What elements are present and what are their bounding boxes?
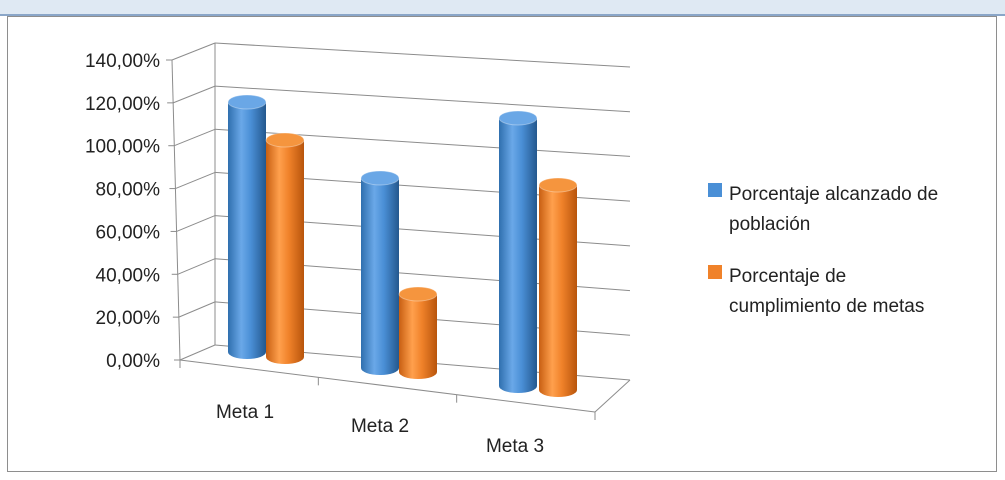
bar-top	[227, 94, 267, 110]
x-tick-label: Meta 1	[216, 402, 274, 423]
bar-metas-1	[265, 132, 305, 364]
y-tick-label: 40,00%	[96, 265, 161, 286]
x-tick-labels: Meta 1 Meta 2 Meta 3	[216, 402, 544, 457]
bar-body	[228, 102, 266, 359]
y-tick-label: 120,00%	[85, 94, 160, 115]
side-gridline	[178, 301, 216, 318]
x-axis-line	[179, 359, 596, 413]
bar-top	[265, 132, 305, 148]
x-tick-label: Meta 2	[351, 416, 409, 437]
y-tick-label: 80,00%	[96, 180, 161, 201]
axes	[166, 43, 631, 420]
bar-top	[360, 170, 400, 186]
legend-item-1: Porcentaje alcanzado de población	[708, 183, 938, 235]
bar-metas-3	[538, 177, 578, 397]
y-tick-labels: 0,00% 20,00% 40,00% 60,00% 80,00% 100,00% 120,…	[85, 51, 160, 372]
gridline	[214, 42, 631, 68]
legend-swatch	[708, 265, 722, 279]
legend: Porcentaje alcanzado depoblaciónPorcenta…	[708, 183, 938, 317]
bar-metas-2	[398, 286, 438, 379]
y-tick-label: 0,00%	[106, 351, 160, 372]
gridline	[214, 85, 631, 113]
bars	[227, 94, 578, 397]
side-gridline	[174, 128, 216, 147]
side-gridline	[175, 171, 216, 190]
side-gridline	[172, 85, 216, 104]
floor-right-edge	[594, 379, 631, 413]
bar-poblacion-2	[360, 170, 400, 375]
legend-label: población	[729, 214, 810, 235]
y-tick-label: 20,00%	[96, 308, 161, 329]
y-axis-line	[171, 59, 181, 361]
x-tick-label: Meta 3	[486, 436, 544, 457]
bar-top	[538, 177, 578, 193]
legend-swatch	[708, 183, 722, 197]
y-tick-label: 60,00%	[96, 222, 161, 243]
bar-poblacion-1	[227, 94, 267, 359]
legend-label: Porcentaje alcanzado de	[729, 184, 938, 205]
document-header-band	[0, 0, 1005, 16]
bar-body	[266, 140, 304, 364]
legend-label: cumplimiento de metas	[729, 296, 924, 317]
side-gridline	[171, 42, 216, 61]
legend-label: Porcentaje de	[729, 266, 846, 287]
side-gridline	[177, 258, 216, 275]
bar-poblacion-3	[498, 110, 538, 393]
y-tick-label: 140,00%	[85, 51, 160, 72]
bar-body	[539, 185, 577, 397]
side-gridline	[176, 215, 216, 232]
bar-body	[499, 118, 537, 393]
bar-top	[398, 286, 438, 302]
bar-body	[361, 178, 399, 375]
legend-item-2: Porcentaje de cumplimiento de metas	[708, 265, 924, 317]
y-tick-label: 100,00%	[85, 137, 160, 158]
side-gridline	[179, 344, 216, 361]
bar-top	[498, 110, 538, 126]
bar-body	[399, 294, 437, 379]
